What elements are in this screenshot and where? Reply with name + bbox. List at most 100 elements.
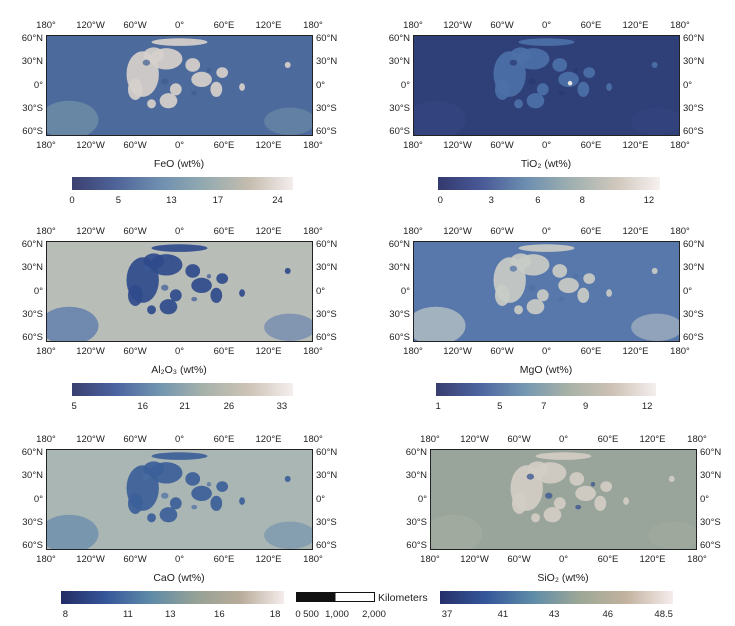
al2o3-colorbar xyxy=(72,383,293,396)
lat-label-left: 60°N xyxy=(388,33,410,45)
mare-region xyxy=(535,452,592,460)
mgo-colorbar-title: MgO (wt%) xyxy=(519,364,573,376)
al2o3-map xyxy=(46,241,313,342)
lon-label-bottom: 60°W xyxy=(490,140,514,151)
south-pole-aitken-region xyxy=(431,514,483,549)
mare-region xyxy=(216,481,229,492)
mare-region xyxy=(514,305,523,315)
south-pole-aitken-region xyxy=(47,306,99,341)
lon-label-top: 60°E xyxy=(580,226,602,237)
lat-label-right: 30°N xyxy=(316,470,338,482)
lon-label-top: 60°W xyxy=(123,20,147,31)
lon-label-top: 120°E xyxy=(622,226,649,237)
lat-label-right: 30°S xyxy=(316,102,337,114)
mare-region xyxy=(191,71,212,88)
mare-region xyxy=(558,71,579,88)
mare-region xyxy=(210,81,223,97)
bright-spot xyxy=(567,80,573,86)
mare-region xyxy=(143,47,165,63)
lon-label-bottom: 60°E xyxy=(597,554,619,565)
lon-label-top: 180° xyxy=(403,20,423,31)
lon-label-top: 60°E xyxy=(597,434,619,445)
mgo-colorbar xyxy=(436,383,656,396)
lat-label-left: 30°S xyxy=(22,516,43,528)
lat-label-right: 60°N xyxy=(683,239,705,251)
lon-label-top: 0° xyxy=(558,434,569,445)
crater-feature xyxy=(558,296,565,302)
mare-region xyxy=(169,83,182,96)
crater-feature xyxy=(526,473,535,480)
lon-label-bottom: 120°E xyxy=(255,554,282,565)
lat-label-left: 30°S xyxy=(22,308,43,320)
lat-label-left: 30°N xyxy=(388,56,410,68)
mare-region xyxy=(191,277,212,294)
colorbar-tick-label: 5 xyxy=(115,195,122,206)
lat-label-right: 0° xyxy=(316,285,326,297)
mare-region xyxy=(210,287,223,303)
lat-label-right: 30°S xyxy=(683,102,704,114)
lon-label-top: 120°W xyxy=(443,226,472,237)
lon-label-bottom: 60°E xyxy=(213,554,235,565)
mare-region xyxy=(569,472,585,486)
mare-region xyxy=(668,475,675,482)
mare-region xyxy=(169,497,182,510)
lat-label-left: 60°S xyxy=(389,125,410,137)
crater-feature xyxy=(545,492,553,499)
colorbar-tick-label: 16 xyxy=(214,609,225,620)
crater-feature xyxy=(161,284,169,291)
mare-region xyxy=(511,492,527,514)
mare-region xyxy=(606,83,613,91)
lon-label-bottom: 180° xyxy=(303,346,323,357)
lat-label-left: 0° xyxy=(400,79,410,91)
lat-label-right: 30°N xyxy=(683,56,705,68)
lon-label-bottom: 120°W xyxy=(443,346,472,357)
lon-label-bottom: 180° xyxy=(420,554,440,565)
lon-label-top: 0° xyxy=(174,226,185,237)
lon-label-top: 180° xyxy=(303,434,323,445)
far-side-region xyxy=(648,521,696,549)
crater-feature xyxy=(575,504,582,510)
south-pole-aitken-region xyxy=(414,100,466,135)
lon-label-top: 120°W xyxy=(443,20,472,31)
lon-label-bottom: 60°W xyxy=(490,346,514,357)
lon-label-bottom: 120°W xyxy=(76,140,105,151)
mare-region xyxy=(531,513,540,523)
lon-label-top: 120°E xyxy=(255,20,282,31)
lon-label-bottom: 180° xyxy=(36,554,56,565)
lon-label-top: 60°E xyxy=(213,434,235,445)
lat-label-right: 0° xyxy=(700,493,710,505)
crater-feature xyxy=(509,59,518,66)
mare-region xyxy=(147,513,156,523)
lat-label-right: 30°S xyxy=(316,516,337,528)
lon-label-top: 180° xyxy=(303,226,323,237)
lat-label-left: 60°N xyxy=(21,33,43,45)
colorbar-tick-label: 24 xyxy=(272,195,283,206)
sio2-colorbar xyxy=(440,591,673,604)
lat-label-right: 60°N xyxy=(700,447,722,459)
colorbar-tick-label: 12 xyxy=(643,195,655,206)
mgo-map xyxy=(413,241,680,342)
mare-region xyxy=(185,264,201,278)
mare-region xyxy=(536,83,549,96)
mare-region xyxy=(239,497,246,505)
lat-label-left: 60°S xyxy=(22,125,43,137)
lon-label-bottom: 120°E xyxy=(255,140,282,151)
crater-feature xyxy=(191,90,198,96)
lat-label-left: 30°N xyxy=(388,262,410,274)
lon-label-top: 120°W xyxy=(76,226,105,237)
lon-label-bottom: 180° xyxy=(687,554,707,565)
lat-label-right: 60°S xyxy=(683,125,704,137)
colorbar-tick-label: 46 xyxy=(602,609,614,620)
mare-region xyxy=(494,78,510,100)
lat-label-right: 60°N xyxy=(316,239,338,251)
colorbar-tick-label: 43 xyxy=(548,609,560,620)
lon-label-top: 60°W xyxy=(507,434,531,445)
scale-bar-tick: 1,000 xyxy=(325,609,349,620)
colorbar-tick-label: 8 xyxy=(62,609,69,620)
lat-label-left: 30°S xyxy=(22,102,43,114)
far-side-region xyxy=(631,107,679,135)
mare-region xyxy=(606,289,613,297)
mare-region xyxy=(284,475,291,482)
feo-colorbar-title: FeO (wt%) xyxy=(153,158,205,170)
